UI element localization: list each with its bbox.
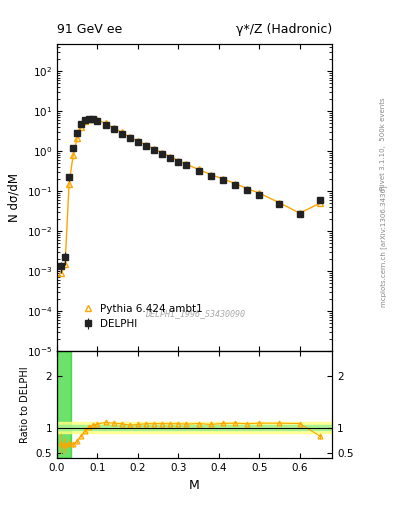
Text: mcplots.cern.ch [arXiv:1306.3436]: mcplots.cern.ch [arXiv:1306.3436] — [380, 185, 387, 307]
Pythia 6.424 ambt1 — [277, 200, 282, 206]
Pythia 6.424 ambt1 — [95, 117, 100, 123]
Pythia 6.424 ambt1 — [91, 115, 96, 121]
Pythia 6.424 ambt1 — [152, 146, 156, 152]
X-axis label: M: M — [189, 479, 200, 492]
Pythia 6.424 ambt1 — [75, 135, 79, 141]
Pythia 6.424 ambt1 — [318, 200, 322, 206]
Pythia 6.424 ambt1 — [87, 115, 92, 121]
Pythia 6.424 ambt1 — [67, 180, 72, 186]
Pythia 6.424 ambt1 — [119, 130, 124, 136]
Pythia 6.424 ambt1 — [71, 152, 75, 158]
Pythia 6.424 ambt1 — [184, 161, 189, 167]
Line: Pythia 6.424 ambt1: Pythia 6.424 ambt1 — [58, 116, 323, 275]
Pythia 6.424 ambt1 — [233, 180, 237, 186]
Pythia 6.424 ambt1 — [168, 154, 173, 160]
Pythia 6.424 ambt1 — [59, 270, 63, 276]
Y-axis label: Ratio to DELPHI: Ratio to DELPHI — [20, 366, 30, 443]
Pythia 6.424 ambt1 — [257, 190, 262, 196]
Pythia 6.424 ambt1 — [245, 185, 250, 191]
Pythia 6.424 ambt1 — [103, 120, 108, 126]
Pythia 6.424 ambt1 — [143, 142, 148, 148]
Pythia 6.424 ambt1 — [160, 150, 165, 156]
Pythia 6.424 ambt1 — [79, 124, 84, 130]
Pythia 6.424 ambt1 — [136, 138, 140, 144]
Y-axis label: N dσ/dM: N dσ/dM — [8, 173, 21, 222]
Bar — [57, 351, 71, 458]
Pythia 6.424 ambt1 — [298, 210, 302, 216]
Text: 91 GeV ee: 91 GeV ee — [57, 23, 122, 36]
Pythia 6.424 ambt1 — [220, 176, 225, 182]
Text: Rivet 3.1.10,  500k events: Rivet 3.1.10, 500k events — [380, 97, 386, 189]
Pythia 6.424 ambt1 — [196, 166, 201, 173]
Pythia 6.424 ambt1 — [83, 118, 88, 124]
Pythia 6.424 ambt1 — [176, 158, 181, 164]
Text: γ*/Z (Hadronic): γ*/Z (Hadronic) — [236, 23, 332, 36]
Pythia 6.424 ambt1 — [111, 125, 116, 131]
Pythia 6.424 ambt1 — [63, 262, 68, 268]
Pythia 6.424 ambt1 — [208, 172, 213, 178]
Bar — [57, 351, 71, 458]
Pythia 6.424 ambt1 — [127, 134, 132, 140]
Legend: Pythia 6.424 ambt1, DELPHI: Pythia 6.424 ambt1, DELPHI — [76, 300, 207, 333]
Text: DELPHI_1996_S3430090: DELPHI_1996_S3430090 — [145, 309, 244, 318]
